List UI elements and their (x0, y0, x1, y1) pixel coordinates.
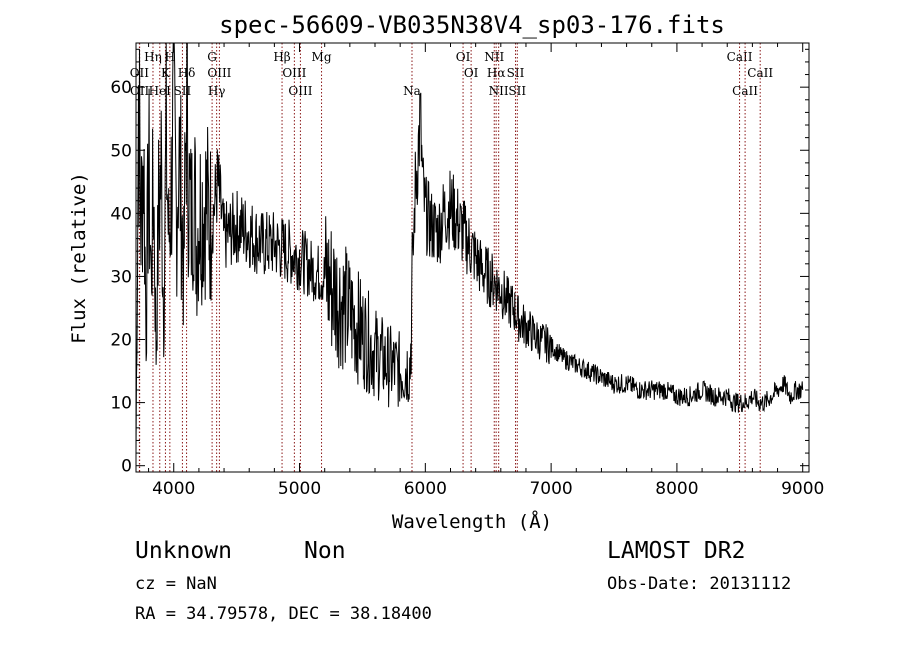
spectral-line-label: NII (484, 50, 504, 64)
y-tick-label: 20 (110, 331, 132, 351)
x-tick-label: 5000 (278, 479, 321, 499)
survey-name: LAMOST DR2 (607, 538, 746, 564)
spectral-line-label: Na (403, 84, 421, 98)
spectral-line-label: HeI (149, 84, 172, 98)
spectral-line-label: Hβ (273, 50, 290, 64)
spectral-line-label: G (207, 50, 217, 64)
spectral-line-label: OIII (207, 66, 231, 80)
spectral-line-label: SII (174, 84, 192, 98)
plot-frame (135, 42, 810, 473)
x-tick-label: 6000 (404, 479, 447, 499)
spectral-line-label: OI (456, 50, 471, 64)
spectral-line-label: Hα (487, 66, 506, 80)
flux-series-line (135, 42, 804, 454)
object-subclass: Non (304, 538, 346, 564)
spectral-line-label: CaII (747, 66, 773, 80)
spectral-line-label: OI (464, 66, 479, 80)
spectral-line-label: H (165, 50, 175, 64)
spectral-line-label: Hη (144, 50, 162, 64)
y-axis-label: Flux (relative) (68, 172, 90, 344)
spectral-line-label: Hγ (208, 84, 226, 98)
spectral-line-label: CaII (727, 50, 753, 64)
redshift-value: cz = NaN (135, 574, 217, 594)
x-tick-label: 9000 (781, 479, 824, 499)
y-tick-label: 40 (110, 204, 132, 224)
spectral-line-label: SII (507, 66, 525, 80)
x-tick-label: 4000 (152, 479, 195, 499)
spectral-line-label: SII (508, 84, 526, 98)
object-class: Unknown (135, 538, 232, 564)
y-tick-label: 0 (121, 457, 132, 477)
x-tick-label: 7000 (529, 479, 572, 499)
spectral-line-label: CaII (732, 84, 758, 98)
y-tick-label: 30 (110, 267, 132, 287)
y-tick-label: 60 (110, 78, 132, 98)
spectral-line-label: OIII (288, 84, 312, 98)
x-tick-label: 8000 (655, 479, 698, 499)
spectral-line-label: NII (489, 84, 509, 98)
observation-date: Obs-Date: 20131112 (607, 574, 792, 594)
chart-title: spec-56609-VB035N38V4_sp03-176.fits (219, 11, 725, 39)
spectral-line-label: OIII (282, 66, 306, 80)
y-tick-label: 50 (110, 141, 132, 161)
x-axis-label: Wavelength (Å) (392, 510, 552, 533)
y-tick-label: 10 (110, 394, 132, 414)
sky-coordinates: RA = 34.79578, DEC = 38.18400 (135, 604, 432, 624)
spectral-line-label: Mg (312, 50, 332, 64)
